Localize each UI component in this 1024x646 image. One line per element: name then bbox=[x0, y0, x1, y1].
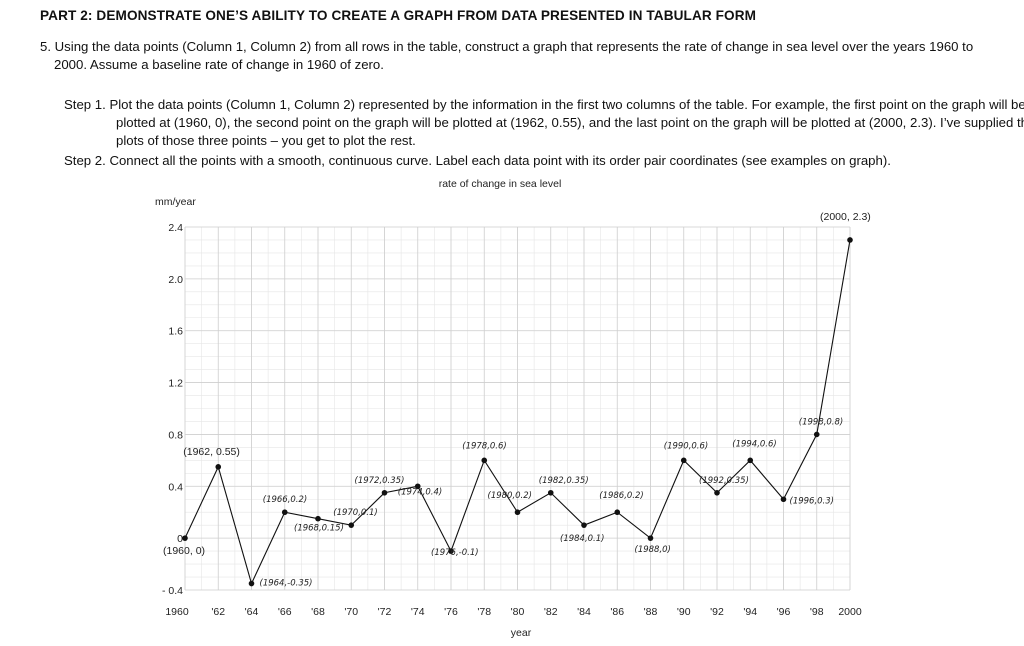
data-point bbox=[847, 237, 853, 243]
x-tick-label: 2000 bbox=[838, 606, 862, 618]
data-point bbox=[381, 489, 388, 496]
point-label: (2000, 2.3) bbox=[820, 211, 871, 223]
x-tick-label: '80 bbox=[511, 606, 525, 618]
data-point bbox=[448, 548, 454, 554]
y-tick-label: 1.2 bbox=[168, 378, 183, 390]
data-point bbox=[481, 457, 488, 464]
data-point bbox=[514, 509, 521, 516]
y-tick-label: 2.4 bbox=[168, 222, 183, 234]
y-tick-label: 0 bbox=[177, 533, 183, 545]
x-tick-label: '72 bbox=[378, 606, 392, 618]
x-tick-label: '88 bbox=[644, 606, 658, 618]
x-tick-label: '70 bbox=[344, 606, 358, 618]
y-tick-label: 1.6 bbox=[168, 326, 183, 338]
point-label: (1964,-0.35) bbox=[260, 579, 313, 589]
data-point bbox=[614, 509, 621, 516]
point-label: (1984,0.1) bbox=[560, 534, 604, 544]
data-point bbox=[581, 522, 587, 528]
chart-title: rate of change in sea level bbox=[439, 178, 562, 190]
point-label: (1968,0.15) bbox=[294, 524, 344, 534]
data-point bbox=[414, 483, 421, 490]
point-label: (1982,0.35) bbox=[539, 476, 589, 486]
data-point bbox=[248, 580, 255, 587]
point-label: (1998,0.8) bbox=[799, 417, 843, 427]
y-tick-label: 0.4 bbox=[168, 481, 183, 493]
data-point bbox=[348, 522, 355, 528]
point-label: (1976,-0.1) bbox=[431, 548, 479, 558]
x-tick-label: '68 bbox=[311, 606, 325, 618]
sea-level-chart: rate of change in sea level mm/year year… bbox=[155, 178, 871, 639]
y-tick-label: 2.0 bbox=[168, 274, 183, 286]
data-point bbox=[547, 489, 554, 496]
point-label: (1996,0.3) bbox=[790, 496, 834, 506]
point-labels: (1960, 0) (1962, 0.55) (1964,-0.35) (1966,0… bbox=[163, 211, 871, 589]
section-heading: PART 2: DEMONSTRATE ONE’S ABILITY TO CRE… bbox=[40, 8, 757, 23]
x-axis-label: year bbox=[511, 627, 532, 639]
data-point bbox=[680, 457, 687, 464]
data-series bbox=[182, 237, 853, 587]
y-tick-label: 0.8 bbox=[168, 429, 183, 441]
y-axis-label: mm/year bbox=[155, 196, 196, 208]
point-label: (1992,0.35) bbox=[699, 476, 749, 486]
x-tick-label: '66 bbox=[278, 606, 292, 618]
step-2-instructions: Step 2. Connect all the points with a sm… bbox=[64, 153, 891, 168]
data-point bbox=[182, 535, 188, 541]
x-tick-label: '82 bbox=[544, 606, 558, 618]
x-tick-label: '98 bbox=[810, 606, 824, 618]
point-label: (1974,0.4) bbox=[398, 487, 442, 497]
data-point bbox=[647, 535, 654, 541]
axis-ticks: 2.4 2.0 1.6 1.2 0.8 0.4 0 - 0.4 1960 '62 '64 '66 '68… bbox=[162, 222, 862, 618]
step-1-instructions: Step 1. Plot the data points (Column 1, … bbox=[64, 97, 1024, 148]
x-tick-label: '86 bbox=[610, 606, 624, 618]
chart-grid bbox=[184, 226, 851, 591]
x-tick-label: '74 bbox=[411, 606, 425, 618]
x-tick-label: '94 bbox=[743, 606, 757, 618]
x-tick-label: '76 bbox=[444, 606, 458, 618]
data-point bbox=[813, 431, 820, 438]
x-tick-label: 1960 bbox=[165, 606, 189, 618]
y-tick-label: - 0.4 bbox=[162, 585, 183, 597]
x-tick-label: '84 bbox=[577, 606, 591, 618]
point-label: (1960, 0) bbox=[163, 545, 205, 557]
point-label: (1986,0.2) bbox=[599, 491, 643, 501]
point-label: (1970,0.1) bbox=[333, 508, 377, 518]
point-label: (1988,0) bbox=[635, 545, 671, 555]
point-label: (1966,0.2) bbox=[263, 495, 307, 505]
x-tick-label: '78 bbox=[477, 606, 491, 618]
data-point bbox=[747, 457, 754, 464]
point-label: (1980,0.2) bbox=[488, 491, 532, 501]
data-point bbox=[780, 496, 787, 503]
point-label: (1994,0.6) bbox=[732, 439, 776, 449]
x-tick-label: '90 bbox=[677, 606, 691, 618]
x-tick-label: '64 bbox=[245, 606, 259, 618]
point-label: (1990,0.6) bbox=[664, 441, 708, 451]
question-5: 5. Using the data points (Column 1, Colu… bbox=[40, 39, 974, 72]
data-point bbox=[714, 489, 720, 496]
data-point bbox=[215, 464, 222, 470]
point-label: (1972,0.35) bbox=[355, 476, 405, 486]
data-point bbox=[315, 515, 321, 522]
point-label: (1978,0.6) bbox=[462, 441, 506, 451]
point-label: (1962, 0.55) bbox=[183, 446, 240, 458]
x-tick-label: '92 bbox=[710, 606, 724, 618]
x-tick-label: '96 bbox=[777, 606, 791, 618]
data-point bbox=[281, 509, 288, 516]
x-tick-label: '62 bbox=[211, 606, 225, 618]
